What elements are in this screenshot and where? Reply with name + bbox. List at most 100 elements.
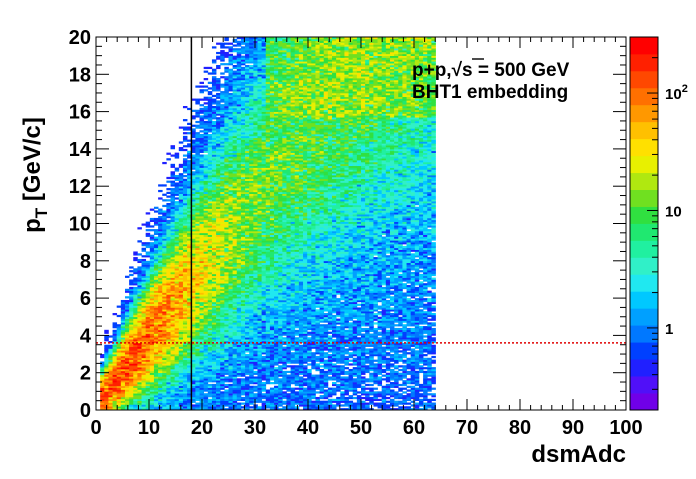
heatmap-bin — [199, 387, 205, 390]
heatmap-bin — [228, 262, 233, 265]
heatmap-bin — [207, 342, 213, 346]
heatmap-bin — [245, 368, 250, 372]
heatmap-bin — [199, 240, 205, 243]
heatmap-bin — [228, 283, 233, 286]
heatmap-bin — [166, 374, 171, 377]
heatmap-bin — [141, 389, 147, 392]
heatmap-bin — [166, 158, 171, 161]
heatmap-bin — [199, 395, 205, 398]
heatmap-bin — [203, 167, 209, 170]
heatmap-bin — [199, 354, 205, 357]
heatmap-bin — [178, 173, 184, 176]
heatmap-bin — [170, 391, 176, 394]
heatmap-bin — [224, 311, 229, 314]
heatmap-bin — [211, 70, 217, 73]
heatmap-bin — [174, 206, 180, 209]
heatmap-bin — [153, 296, 159, 299]
heatmap-bin — [211, 208, 217, 211]
heatmap-bin — [240, 260, 246, 264]
heatmap-bin — [158, 258, 163, 262]
heatmap-bin — [207, 352, 213, 355]
heatmap-bin — [228, 139, 233, 142]
heatmap-bin — [195, 273, 200, 277]
heatmap-bin — [236, 107, 242, 111]
heatmap-bin — [116, 387, 122, 390]
heatmap-bin — [166, 292, 171, 295]
heatmap-bin — [116, 341, 122, 344]
heatmap-bin — [178, 314, 184, 318]
heatmap-bin — [133, 258, 138, 262]
heatmap-bin — [195, 85, 200, 88]
heatmap-bin — [166, 191, 171, 194]
heatmap-bin — [236, 178, 242, 181]
heatmap-bin — [195, 189, 200, 193]
heatmap-bin — [191, 167, 196, 170]
heatmap-bin — [211, 311, 217, 314]
heatmap-bin — [220, 398, 225, 402]
heatmap-bin — [133, 335, 138, 338]
heatmap-bin — [245, 383, 250, 387]
heatmap-bin — [216, 176, 221, 180]
heatmap-bin — [236, 322, 242, 325]
heatmap-bin — [129, 398, 134, 402]
heatmap-bin — [199, 201, 205, 204]
heatmap-bin — [100, 354, 105, 357]
heatmap-bin — [187, 193, 192, 196]
heatmap-bin — [124, 367, 130, 370]
heatmap-bin — [158, 327, 163, 331]
heatmap-bin — [187, 283, 192, 286]
heatmap-bin — [195, 339, 200, 342]
heatmap-bin — [236, 111, 242, 114]
heatmap-bin — [220, 260, 225, 264]
heatmap-bin — [228, 270, 233, 273]
heatmap-bin — [216, 314, 221, 318]
heatmap-bin — [232, 206, 238, 209]
heatmap-bin — [224, 135, 229, 139]
heatmap-bin — [249, 64, 254, 68]
heatmap-bin — [182, 357, 188, 360]
heatmap-bin — [224, 234, 229, 237]
heatmap-bin — [199, 318, 205, 321]
heatmap-bin — [108, 396, 113, 400]
heatmap-bin — [191, 150, 196, 153]
heatmap-bin — [232, 402, 238, 405]
heatmap-bin — [245, 355, 250, 359]
heatmap-bin — [211, 147, 217, 150]
heatmap-bin — [240, 141, 246, 144]
heatmap-bin — [211, 268, 217, 271]
heatmap-bin — [216, 160, 221, 163]
heatmap-bin — [236, 342, 242, 346]
heatmap-bin — [236, 285, 242, 288]
heatmap-bin — [187, 357, 192, 360]
heatmap-bin — [240, 145, 246, 148]
heatmap-bin — [116, 357, 122, 360]
heatmap-bin — [195, 309, 200, 312]
heatmap-bin — [137, 303, 142, 306]
heatmap-bin — [228, 247, 233, 250]
heatmap-bin — [203, 186, 209, 189]
heatmap-bin — [182, 242, 188, 245]
heatmap-bin — [170, 408, 176, 411]
heatmap-bin — [195, 344, 200, 347]
heatmap-bin — [145, 234, 151, 237]
heatmap-bin — [178, 380, 184, 383]
heatmap-bin — [203, 296, 209, 299]
heatmap-bin — [199, 104, 205, 107]
heatmap-bin — [162, 294, 167, 297]
heatmap-bin — [232, 102, 238, 105]
heatmap-bin — [170, 361, 176, 364]
heatmap-bin — [141, 301, 147, 305]
heatmap-bin — [174, 208, 180, 211]
heatmap-bin — [224, 94, 229, 98]
heatmap-bin — [236, 359, 242, 362]
heatmap-bin — [232, 264, 238, 267]
heatmap-bin — [124, 311, 130, 314]
heatmap-bin — [187, 326, 192, 329]
heatmap-bin — [216, 303, 221, 306]
heatmap-bin — [137, 285, 142, 288]
heatmap-bin — [199, 396, 205, 400]
heatmap-bin — [195, 404, 200, 407]
heatmap-bin — [112, 391, 118, 394]
heatmap-bin — [178, 294, 184, 297]
heatmap-bin — [133, 367, 138, 370]
